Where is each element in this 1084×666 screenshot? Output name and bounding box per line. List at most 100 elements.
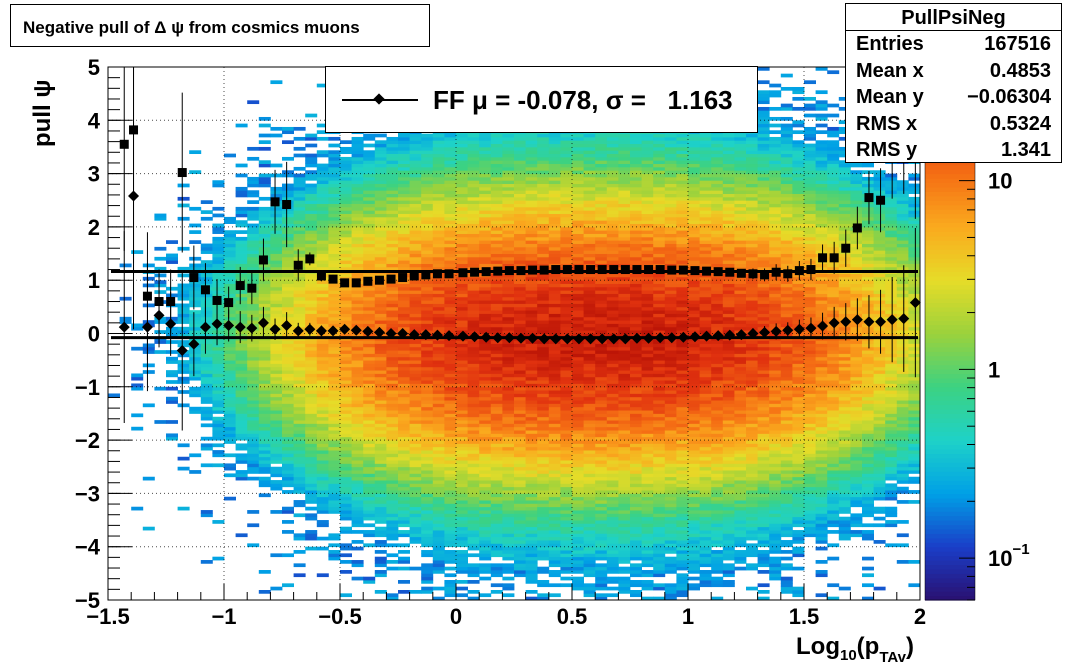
heatmap-cell <box>606 586 619 591</box>
heatmap-cell <box>409 420 422 424</box>
heatmap-cell <box>212 383 225 388</box>
heatmap-cell <box>514 360 526 364</box>
heatmap-cell <box>293 443 306 448</box>
heatmap-cell <box>560 140 573 145</box>
heatmap-cell <box>316 413 329 418</box>
heatmap-cell <box>340 250 352 254</box>
heatmap-cell <box>525 416 538 421</box>
heatmap-cell <box>432 520 445 524</box>
heatmap-cell <box>374 163 387 168</box>
heatmap-cell <box>618 566 631 571</box>
heatmap-cell <box>456 500 468 504</box>
heatmap-cell <box>316 500 329 504</box>
heatmap-cell <box>305 243 318 248</box>
heatmap-cell <box>502 583 515 588</box>
heatmap-cell <box>189 303 202 308</box>
heatmap-cell <box>444 443 457 448</box>
heatmap-cell <box>606 563 619 568</box>
heatmap-cell <box>421 243 434 248</box>
heatmap-cell <box>398 446 410 451</box>
heatmap-cell <box>293 230 306 234</box>
heatmap-cell <box>456 456 468 461</box>
heatmap-cell <box>490 506 503 511</box>
heatmap-cell <box>351 273 364 278</box>
heatmap-cell <box>235 403 248 408</box>
heatmap-cell <box>328 466 341 471</box>
heatmap-cell <box>363 223 376 228</box>
heatmap-cell <box>456 170 468 174</box>
heatmap-cell <box>572 520 584 524</box>
heatmap-cell <box>560 513 573 518</box>
heatmap-cell <box>595 496 608 501</box>
heatmap-cell <box>293 480 306 484</box>
heatmap-cell <box>282 426 294 431</box>
heatmap-cell <box>456 586 468 591</box>
heatmap-cell <box>479 440 492 444</box>
heatmap-cell <box>490 410 503 414</box>
heatmap-cell <box>560 550 573 554</box>
heatmap-cell <box>374 506 387 511</box>
heatmap-cell <box>583 173 596 178</box>
heatmap-cell <box>525 280 538 284</box>
heatmap-cell <box>421 316 434 321</box>
heatmap-cell <box>374 510 387 514</box>
heatmap-cell <box>316 286 329 291</box>
heatmap-cell <box>444 230 457 234</box>
heatmap-cell <box>502 536 515 541</box>
heatmap-cell <box>572 540 584 544</box>
heatmap-cell <box>432 456 445 461</box>
heatmap-cell <box>351 196 364 201</box>
heatmap-cell <box>305 173 318 178</box>
heatmap-cell <box>363 500 376 504</box>
heatmap-cell <box>305 340 318 344</box>
heatmap-cell <box>490 503 503 508</box>
heatmap-cell <box>572 510 584 514</box>
heatmap-cell <box>548 503 561 508</box>
heatmap-cell <box>328 473 341 478</box>
heatmap-cell <box>444 510 457 514</box>
heatmap-cell <box>258 326 271 331</box>
heatmap-cell <box>247 216 260 221</box>
heatmap-cell <box>247 190 260 194</box>
heatmap-cell <box>189 266 202 271</box>
heatmap-cell <box>456 553 468 558</box>
heatmap-cell <box>548 303 561 308</box>
heatmap-cell <box>328 553 341 558</box>
heatmap-cell <box>537 263 550 268</box>
heatmap-cell <box>444 450 457 454</box>
heatmap-cell <box>235 350 248 354</box>
heatmap-cell <box>467 196 480 201</box>
heatmap-cell <box>560 326 573 331</box>
heatmap-cell <box>166 293 178 298</box>
heatmap-cell <box>537 593 550 598</box>
heatmap-cell <box>525 223 538 228</box>
heatmap-cell <box>502 456 515 461</box>
heatmap-cell <box>572 206 584 211</box>
heatmap-cell <box>305 300 318 304</box>
heatmap-cell <box>293 413 306 418</box>
heatmap-cell <box>374 220 387 224</box>
heatmap-cell <box>270 253 283 258</box>
heatmap-cell <box>409 316 422 321</box>
heatmap-cell <box>305 536 318 541</box>
heatmap-cell <box>421 343 434 348</box>
heatmap-cell <box>131 346 144 351</box>
heatmap-cell <box>560 223 573 228</box>
heatmap-cell <box>374 540 387 544</box>
heatmap-cell <box>630 506 642 511</box>
heatmap-cell <box>247 206 260 211</box>
heatmap-cell <box>421 260 434 264</box>
heatmap-cell <box>606 433 619 438</box>
heatmap-cell <box>409 473 422 478</box>
heatmap-cell <box>305 453 318 458</box>
heatmap-cell <box>328 360 341 364</box>
heatmap-cell <box>548 146 561 151</box>
heatmap-cell <box>305 533 318 538</box>
heatmap-cell <box>583 136 596 141</box>
heatmap-cell <box>630 293 642 298</box>
heatmap-cell <box>595 230 608 234</box>
heatmap-cell <box>479 446 492 451</box>
heatmap-cell <box>479 240 492 244</box>
heatmap-cell <box>409 243 422 248</box>
heatmap-cell <box>282 140 294 145</box>
